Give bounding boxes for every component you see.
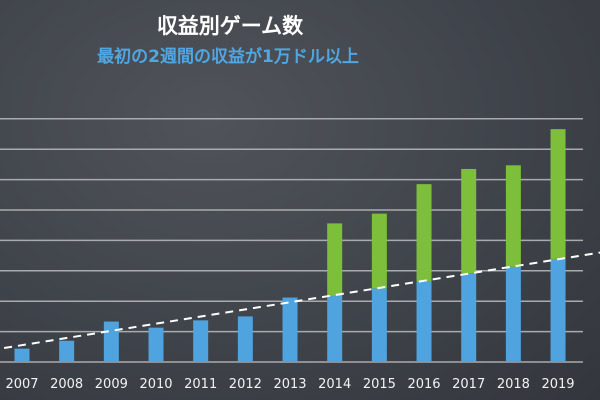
bar-blue-2015 bbox=[371, 288, 387, 362]
bar-green-2015 bbox=[371, 213, 387, 289]
bar-blue-2010 bbox=[148, 327, 164, 362]
bar-blue-2014 bbox=[327, 296, 343, 362]
bar-green-2017 bbox=[461, 168, 477, 274]
bar-blue-2009 bbox=[103, 321, 119, 362]
x-tick-label: 2008 bbox=[50, 377, 83, 392]
chart-subtitle: 最初の2週間の収益が1万ドル以上 bbox=[97, 47, 359, 67]
bar-blue-2011 bbox=[193, 320, 209, 362]
bar-green-2016 bbox=[416, 184, 432, 282]
trendline bbox=[3, 251, 600, 350]
bar-blue-2017 bbox=[461, 273, 477, 362]
x-tick-label: 2010 bbox=[139, 377, 172, 392]
bar-blue-2016 bbox=[416, 281, 432, 362]
chart-title: 収益別ゲーム数 bbox=[156, 14, 304, 38]
bar-green-2018 bbox=[505, 165, 521, 267]
x-tick-label: 2015 bbox=[363, 377, 396, 392]
x-tick-label: 2016 bbox=[407, 377, 440, 392]
x-tick-label: 2019 bbox=[541, 377, 574, 392]
x-tick-label: 2012 bbox=[229, 377, 262, 392]
x-tick-label: 2018 bbox=[497, 377, 530, 392]
bar-blue-2012 bbox=[237, 316, 253, 362]
x-tick-label: 2011 bbox=[184, 377, 217, 392]
x-tick-label: 2017 bbox=[452, 377, 485, 392]
bar-blue-2019 bbox=[550, 258, 566, 362]
bar-blue-2013 bbox=[282, 297, 298, 362]
bar-blue-2008 bbox=[59, 340, 75, 362]
x-tick-label: 2014 bbox=[318, 377, 351, 392]
bar-green-2019 bbox=[550, 129, 566, 259]
bar-blue-2018 bbox=[505, 266, 521, 362]
x-tick-label: 2007 bbox=[5, 377, 38, 392]
bar-green-2014 bbox=[327, 223, 343, 297]
x-tick-label: 2009 bbox=[95, 377, 128, 392]
x-tick-label: 2013 bbox=[273, 377, 306, 392]
bar-blue-2007 bbox=[14, 348, 30, 362]
